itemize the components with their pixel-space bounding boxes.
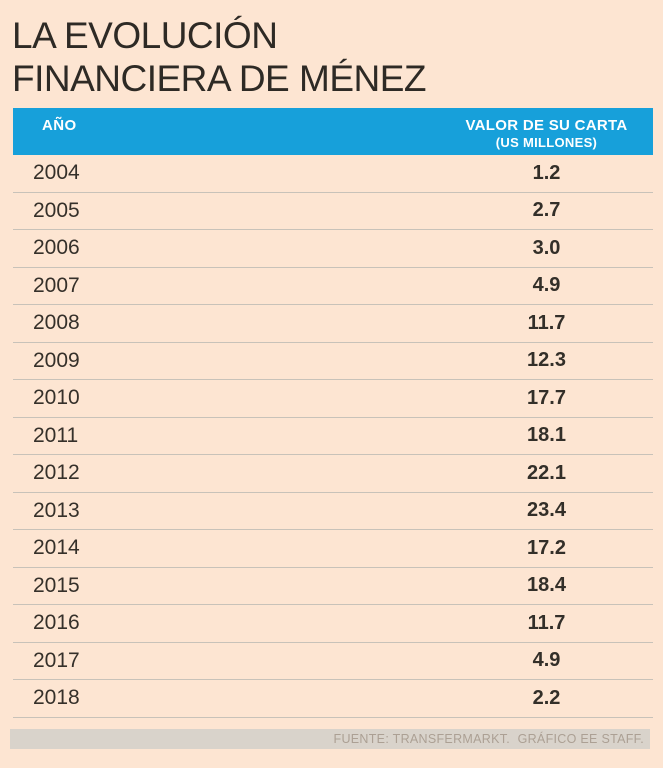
year-cell: 2010	[33, 386, 80, 410]
value-cell: 4.9	[532, 274, 561, 297]
value-cell: 4.9	[532, 649, 561, 672]
table-row: 2004 1.2	[13, 155, 653, 193]
value-cell: 17.7	[527, 386, 566, 409]
table-row: 2012 22.1	[13, 455, 653, 493]
year-cell: 2005	[33, 198, 80, 222]
table-row: 2011 18.1	[13, 418, 653, 455]
column-header-value-title: VALOR DE SU CARTA	[465, 117, 628, 134]
table-row: 2007 4.9	[13, 268, 653, 305]
table-header-bar: AÑO VALOR DE SU CARTA (US MILLONES)	[13, 108, 653, 155]
value-cell: 12.3	[527, 349, 566, 372]
table-row: 2017 4.9	[13, 643, 653, 680]
year-cell: 2009	[33, 348, 80, 372]
table-row: 2016 11.7	[13, 605, 653, 643]
value-cell: 2.7	[532, 199, 561, 222]
table-row: 2013 23.4	[13, 493, 653, 530]
year-cell: 2007	[33, 273, 80, 297]
column-header-year: AÑO	[42, 117, 77, 134]
table-row: 2015 18.4	[13, 568, 653, 605]
value-cell: 22.1	[527, 461, 566, 484]
value-cell: 18.1	[527, 424, 566, 447]
source-bar: FUENTE: TRANSFERMARKT. GRÁFICO EE STAFF.	[10, 729, 650, 749]
source-text: FUENTE: TRANSFERMARKT. GRÁFICO EE STAFF.	[333, 732, 644, 746]
value-cell: 17.2	[527, 536, 566, 559]
value-cell: 1.2	[532, 161, 561, 184]
year-cell: 2008	[33, 311, 80, 335]
value-cell: 11.7	[527, 311, 566, 334]
title-line-2: FINANCIERA DE MÉNEZ	[12, 58, 427, 100]
year-cell: 2014	[33, 536, 80, 560]
column-header-value-unit: (US MILLONES)	[495, 135, 598, 150]
page-title: LA EVOLUCIÓN FINANCIERA DE MÉNEZ	[12, 14, 427, 101]
value-cell: 23.4	[527, 499, 566, 522]
year-cell: 2004	[33, 161, 80, 185]
value-cell: 11.7	[527, 611, 566, 634]
value-cell: 3.0	[532, 236, 561, 259]
year-cell: 2011	[33, 423, 79, 447]
year-cell: 2018	[33, 686, 80, 710]
table-row: 2010 17.7	[13, 380, 653, 418]
column-header-value: VALOR DE SU CARTA (US MILLONES)	[440, 117, 653, 150]
table-row: 2018 2.2	[13, 680, 653, 718]
year-cell: 2006	[33, 236, 80, 260]
table-row: 2008 11.7	[13, 305, 653, 343]
year-cell: 2016	[33, 611, 80, 635]
table-row: 2006 3.0	[13, 230, 653, 268]
table-row: 2005 2.7	[13, 193, 653, 230]
value-cell: 2.2	[532, 686, 561, 709]
year-cell: 2013	[33, 498, 80, 522]
table-body: 2004 1.2 2005 2.7 2006 3.0 2007 4.9 2008…	[13, 155, 653, 718]
title-line-1: LA EVOLUCIÓN	[12, 15, 278, 56]
year-cell: 2015	[33, 573, 80, 597]
table-row: 2009 12.3	[13, 343, 653, 380]
year-cell: 2017	[33, 648, 80, 672]
year-cell: 2012	[33, 461, 80, 485]
value-cell: 18.4	[527, 574, 566, 597]
table-row: 2014 17.2	[13, 530, 653, 568]
